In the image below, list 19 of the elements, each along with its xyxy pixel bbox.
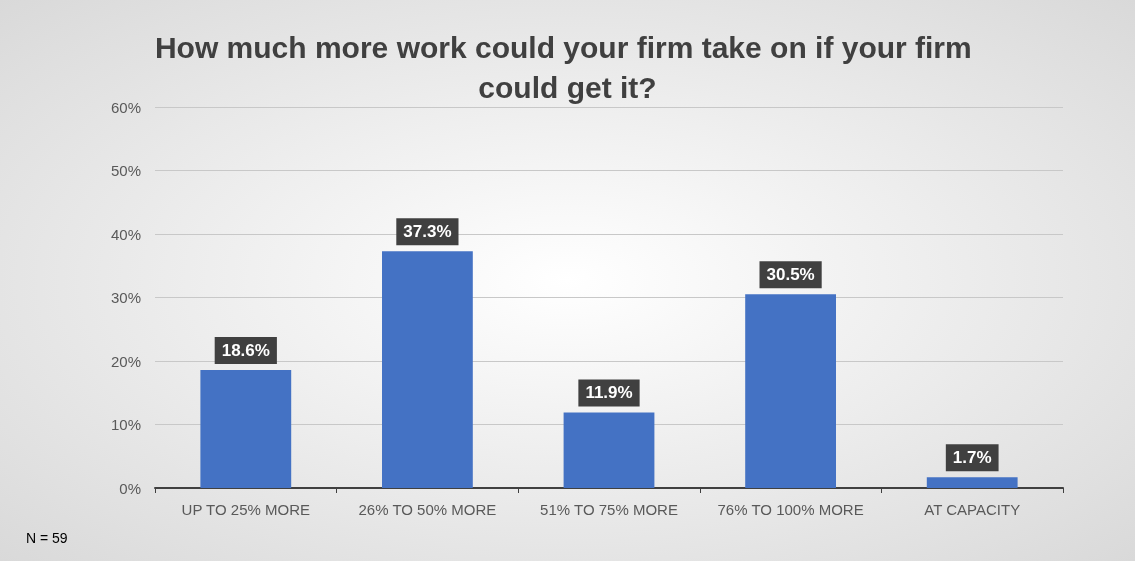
y-tick-label: 20% [110,352,141,370]
y-tick-label: 50% [110,162,141,179]
y-tick-label: 40% [110,225,141,243]
y-tick-label: 0% [119,479,141,497]
y-tick-label: 30% [110,289,141,306]
data-label: 1.7% [952,448,992,468]
x-tick-label: 51% TO 75% MORE [540,501,678,518]
data-label: 30.5% [766,265,815,285]
data-label: 37.3% [403,222,452,242]
data-label: 18.6% [221,340,270,360]
chart-title: How much more work could your firm take on if your firm could get it? [154,30,981,104]
data-label: 11.9% [585,383,633,403]
y-tick-label: 10% [110,416,141,433]
y-tick-label: 60% [110,98,141,116]
x-tick-label: 26% TO 50% MORE [358,501,497,518]
x-tick-label: AT CAPACITY [924,501,1021,518]
x-tick-label: 76% TO 100% MORE [717,501,864,518]
text: N = 59 [26,530,68,546]
x-tick-label: UP TO 25% MORE [181,501,310,518]
